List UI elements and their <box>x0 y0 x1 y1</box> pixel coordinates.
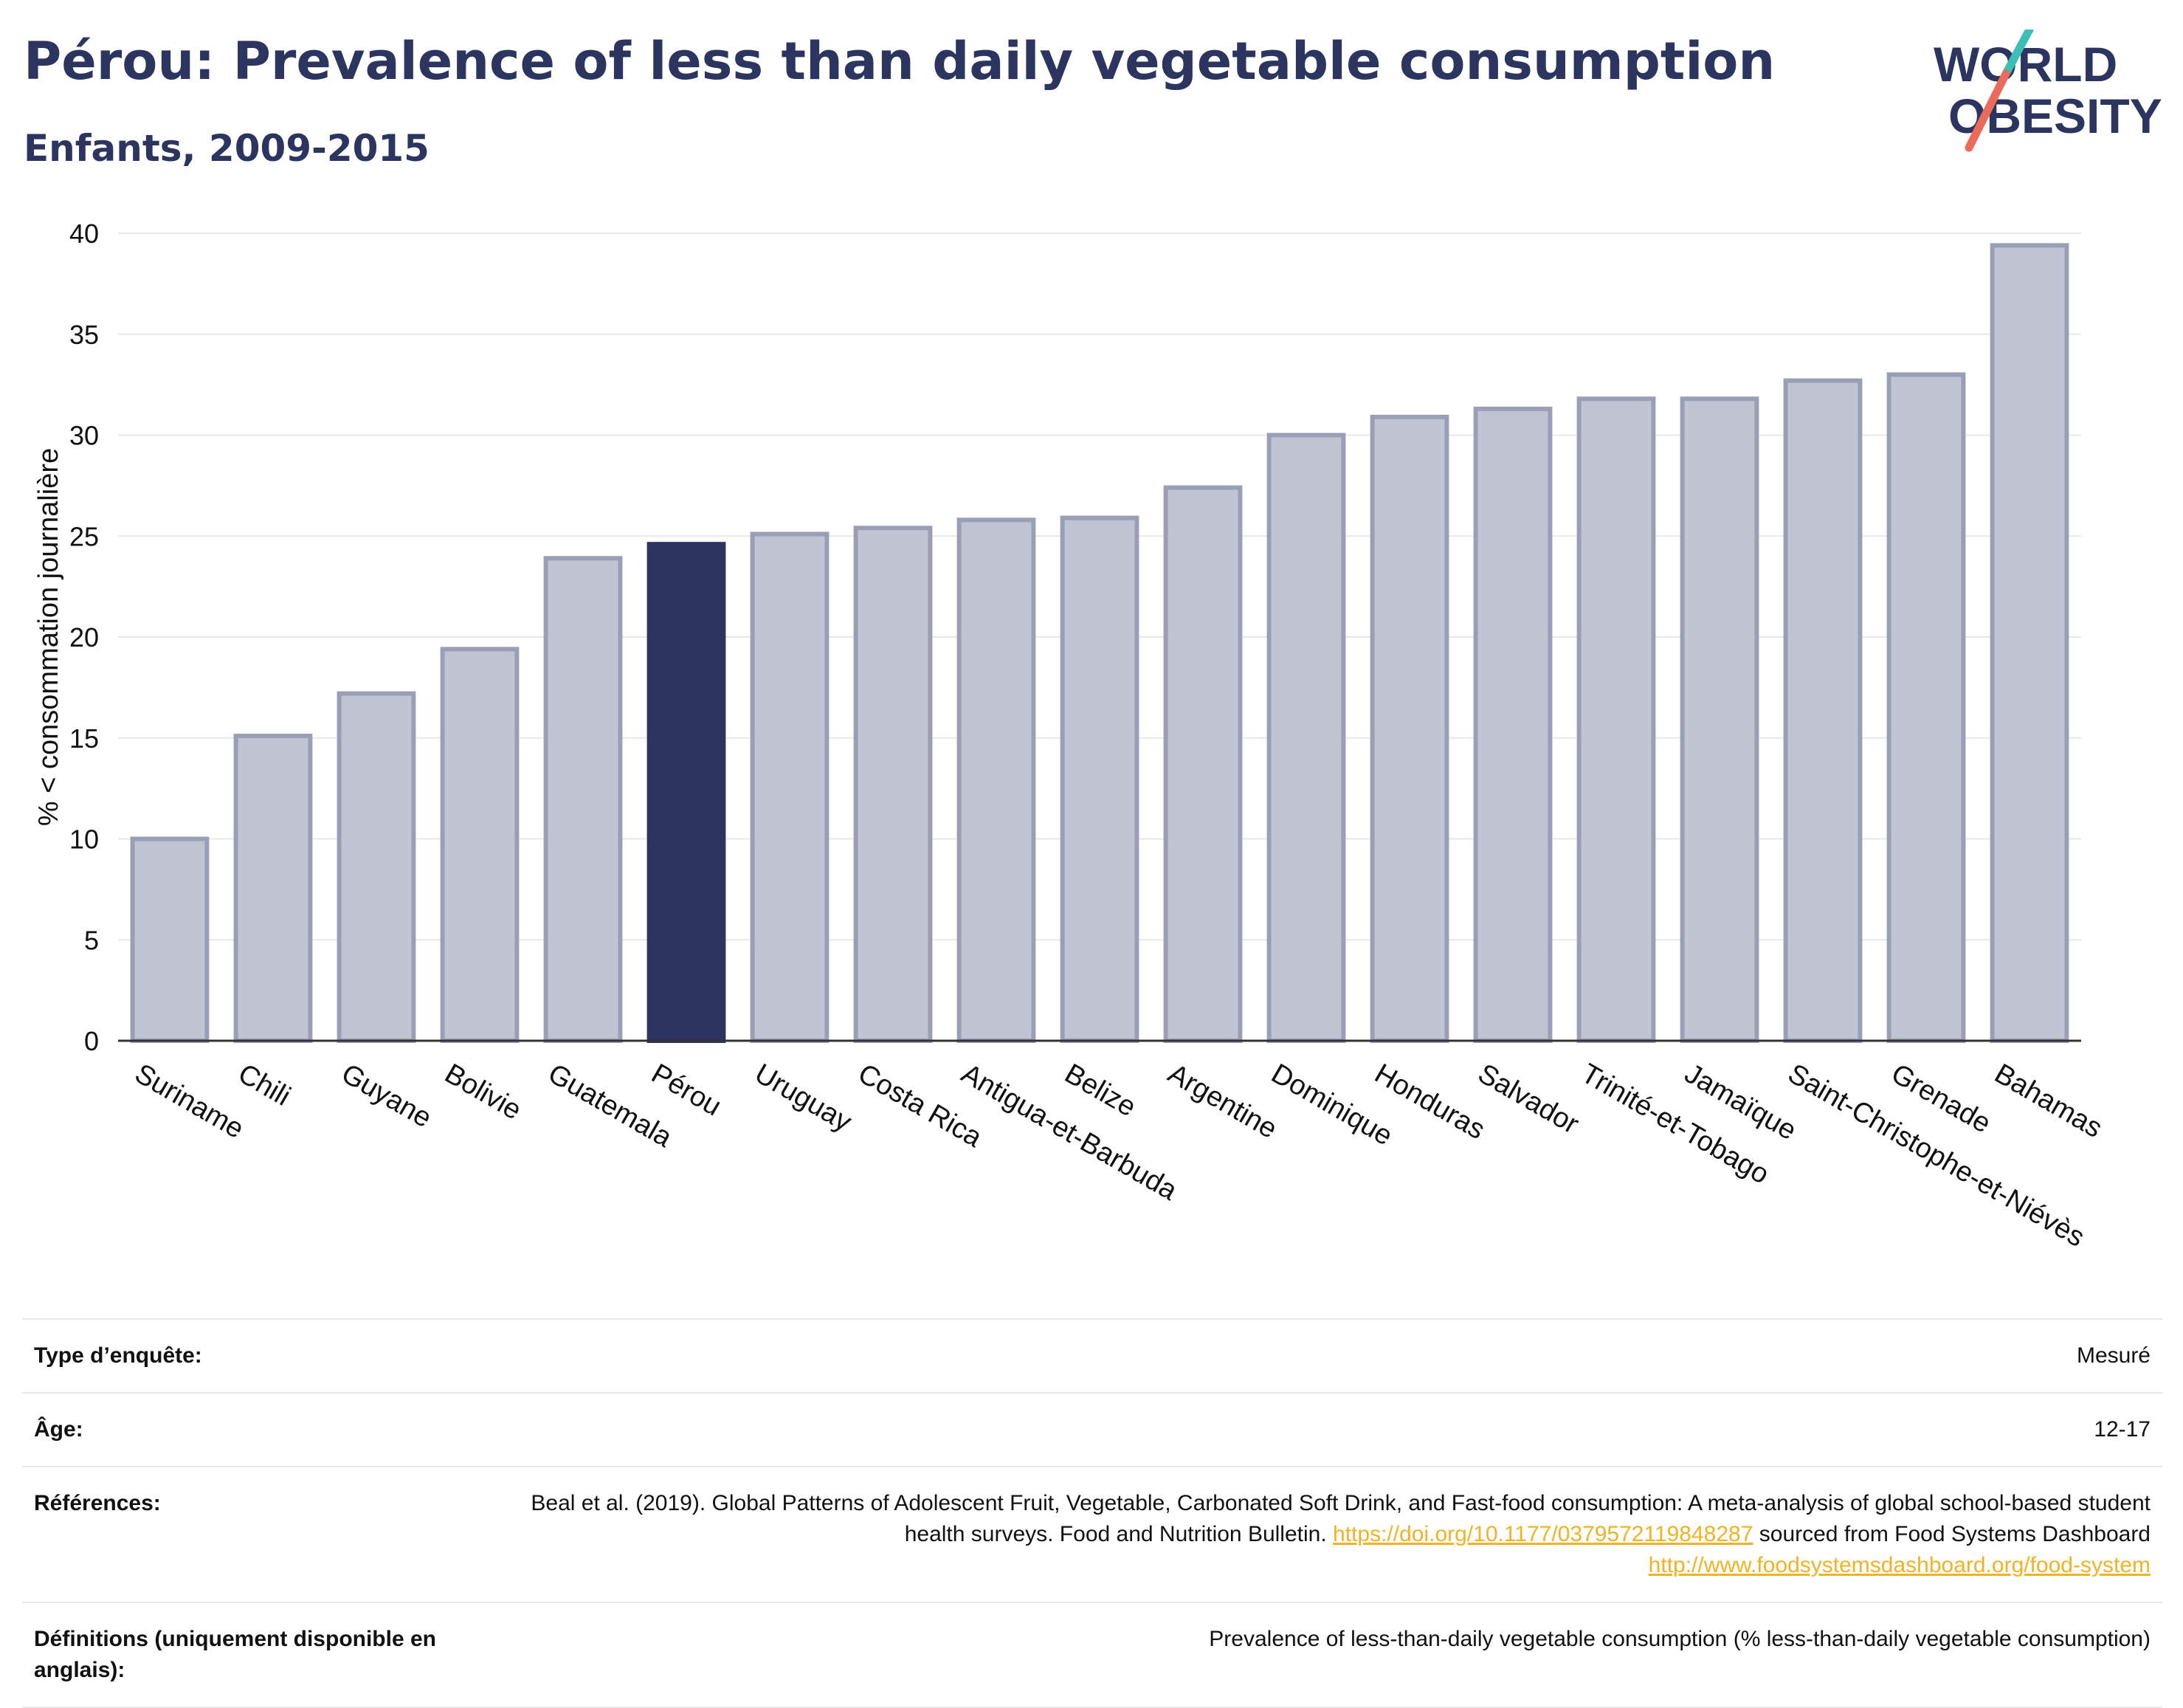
bar-guyane <box>337 691 416 1044</box>
bar-costa-rica <box>853 526 933 1043</box>
y-tick-label: 30 <box>69 421 99 451</box>
info-label: Type d’enquête: <box>34 1343 202 1368</box>
world-obesity-logo: WORLD OBESITY <box>1934 30 2162 152</box>
y-tick-label: 15 <box>69 723 99 754</box>
y-tick-label: 0 <box>84 1026 99 1056</box>
y-axis-ticks: 0 5 10 15 20 25 30 35 40 <box>69 218 99 1056</box>
y-tick-label: 10 <box>69 824 99 855</box>
food-systems-link[interactable]: http://www.foodsystemsdashboard.org/food… <box>1648 1553 2151 1577</box>
x-tick-label: Salvador <box>1473 1058 1584 1140</box>
x-tick-label: Chili <box>233 1058 296 1112</box>
x-tick-label: Suriname <box>130 1058 249 1145</box>
bar-bahamas <box>1990 243 2069 1043</box>
y-tick-label: 40 <box>69 218 99 249</box>
bar-suriname <box>130 836 210 1043</box>
x-tick-label: Pérou <box>646 1058 727 1122</box>
info-value: 12-17 <box>2094 1417 2151 1442</box>
bar-belize <box>1060 515 1139 1043</box>
bar-grenade <box>1886 372 1966 1043</box>
bar-trinit-et-tobago <box>1576 396 1656 1043</box>
info-row-definitions: Définitions (uniquement disponible en an… <box>22 1602 2162 1707</box>
y-tick-label: 20 <box>69 622 99 652</box>
x-tick-label: Bahamas <box>1990 1058 2108 1144</box>
logo-line-1: WORLD <box>1934 37 2117 92</box>
reference-source-text: sourced from Food Systems Dashboard <box>1759 1522 2151 1546</box>
bar-honduras <box>1370 414 1449 1043</box>
reference-text: Beal et al. (2019). Global Patterns of A… <box>531 1491 2151 1546</box>
chart-title: Pérou: Prevalence of less than daily veg… <box>24 31 1776 92</box>
info-value: Beal et al. (2019). Global Patterns of A… <box>518 1467 2162 1602</box>
info-row-survey-type: Type d’enquête: Mesuré <box>22 1319 2162 1393</box>
y-tick-label: 35 <box>69 320 99 350</box>
bar-jama-que <box>1680 396 1759 1043</box>
x-tick-label: Trinité-et-Tobago <box>1576 1058 1775 1190</box>
x-tick-label: Uruguay <box>750 1058 857 1137</box>
y-tick-label: 25 <box>69 521 99 551</box>
info-label: Définitions (uniquement disponible en an… <box>34 1627 436 1682</box>
info-label: Références: <box>34 1491 161 1515</box>
bar-salvador <box>1473 406 1553 1043</box>
doi-link[interactable]: https://doi.org/10.1177/0379572119848287 <box>1333 1522 1753 1546</box>
info-row-references: Références: Beal et al. (2019). Global P… <box>22 1467 2162 1602</box>
info-value: Mesuré <box>2076 1343 2151 1368</box>
x-tick-label: Argentine <box>1163 1058 1283 1145</box>
bar-saint-christophe-et-ni-v-s <box>1783 378 1863 1043</box>
bar-dominique <box>1266 433 1346 1043</box>
bar-bolivie <box>440 647 520 1043</box>
info-table: Type d’enquête: Mesuré Âge: 12-17 Référe… <box>22 1318 2162 1708</box>
chart-subtitle: Enfants, 2009-2015 <box>24 127 430 170</box>
bar-chili <box>233 734 313 1043</box>
bars <box>130 243 2069 1044</box>
bar-antigua-et-barbuda <box>956 517 1036 1043</box>
bar-guatemala <box>543 556 623 1043</box>
info-value: Prevalence of less-than-daily vegetable … <box>1209 1627 2151 1651</box>
x-tick-label: Bolivie <box>440 1058 527 1126</box>
info-label: Âge: <box>34 1417 83 1442</box>
info-row-age: Âge: 12-17 <box>22 1393 2162 1467</box>
y-tick-label: 5 <box>84 925 99 955</box>
y-axis-label: % < consommation journalière <box>33 448 64 826</box>
bar-p-rou <box>646 542 726 1043</box>
x-tick-label: Belize <box>1060 1058 1142 1123</box>
bar-argentine <box>1163 485 1243 1043</box>
x-tick-label: Guyane <box>337 1058 437 1134</box>
bar-uruguay <box>750 531 830 1043</box>
